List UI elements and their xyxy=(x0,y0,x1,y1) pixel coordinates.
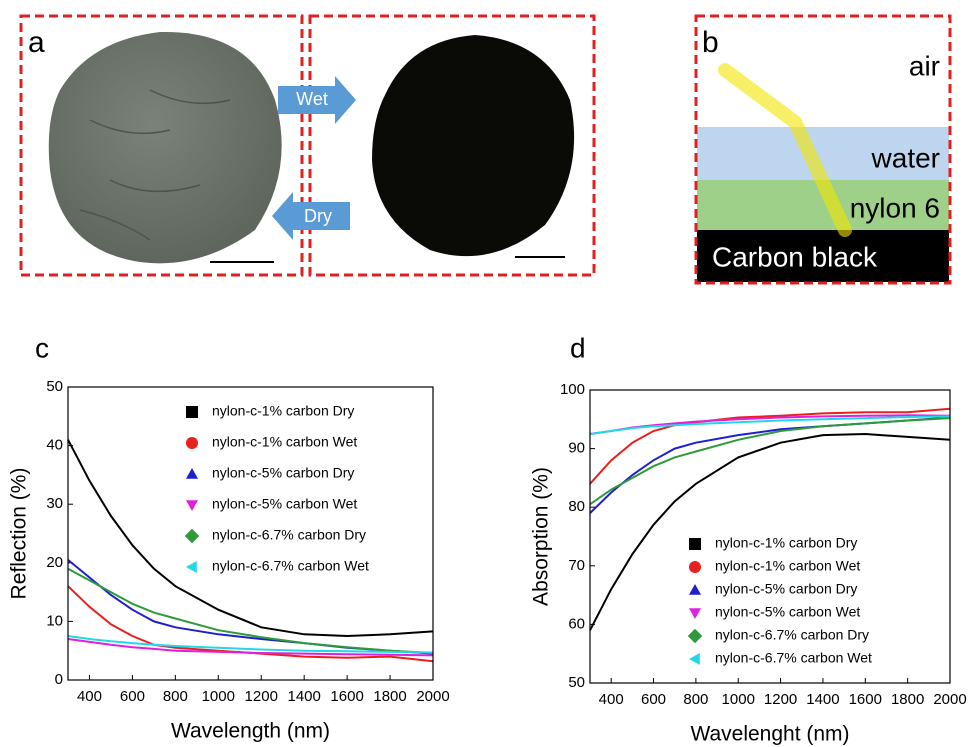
legend-label: nylon-c-1% carbon Wet xyxy=(715,558,860,574)
x-tick-label: 1400 xyxy=(806,691,839,708)
panel-label: b xyxy=(702,26,719,59)
x-tick-label: 1600 xyxy=(849,691,882,708)
layer-label: nylon 6 xyxy=(850,192,940,223)
x-tick-label: 2000 xyxy=(933,691,966,708)
data-line xyxy=(590,434,950,630)
legend-label: nylon-c-1% carbon Dry xyxy=(715,535,857,551)
data-line xyxy=(590,418,950,514)
legend-label: nylon-c-5% carbon Wet xyxy=(715,604,860,620)
y-tick-label: 90 xyxy=(568,440,585,457)
legend-marker xyxy=(689,584,701,595)
legend-marker xyxy=(185,529,199,543)
legend-label: nylon-c-5% carbon Wet xyxy=(212,496,357,512)
x-tick-label: 1400 xyxy=(287,688,320,705)
legend-marker xyxy=(186,500,198,511)
legend-label: nylon-c-6.7% carbon Wet xyxy=(715,650,872,666)
x-tick-label: 400 xyxy=(77,688,102,705)
y-tick-label: 60 xyxy=(568,615,585,632)
x-tick-label: 600 xyxy=(641,691,666,708)
legend-marker xyxy=(186,437,198,449)
panel-a: a Wet Dry xyxy=(21,16,594,275)
x-tick-label: 1200 xyxy=(245,688,278,705)
x-tick-label: 1200 xyxy=(764,691,797,708)
y-tick-label: 20 xyxy=(46,554,63,571)
y-tick-label: 40 xyxy=(46,437,63,454)
x-tick-label: 800 xyxy=(163,688,188,705)
legend-label: nylon-c-1% carbon Wet xyxy=(212,434,357,450)
legend-marker xyxy=(688,629,702,643)
x-tick-label: 1000 xyxy=(722,691,755,708)
layer-label: water xyxy=(871,142,940,173)
legend-marker xyxy=(689,538,701,550)
y-tick-label: 0 xyxy=(55,671,63,688)
legend-marker xyxy=(186,561,197,573)
y-axis-label: Reflection (%) xyxy=(8,468,31,600)
x-tick-label: 1000 xyxy=(202,688,235,705)
panel-label: a xyxy=(28,26,45,59)
legend-marker xyxy=(186,468,198,479)
legend-label: nylon-c-6.7% carbon Dry xyxy=(715,627,869,643)
y-tick-label: 30 xyxy=(46,495,63,512)
panel-b: b air water nylon 6 Carbon black xyxy=(696,16,950,283)
layer-label: air xyxy=(909,50,940,81)
y-tick-label: 70 xyxy=(568,557,585,574)
data-line xyxy=(68,569,433,653)
x-tick-label: 1800 xyxy=(373,688,406,705)
x-tick-label: 400 xyxy=(599,691,624,708)
legend-marker xyxy=(689,608,701,619)
legend-label: nylon-c-6.7% carbon Wet xyxy=(212,558,369,574)
legend-marker xyxy=(186,406,198,418)
legend-marker xyxy=(689,653,700,665)
x-tick-label: 600 xyxy=(120,688,145,705)
x-tick-label: 1600 xyxy=(330,688,363,705)
y-axis-label: Absorption (%) xyxy=(530,467,553,606)
x-tick-label: 2000 xyxy=(416,688,449,705)
legend-label: nylon-c-1% carbon Dry xyxy=(212,403,354,419)
x-axis-label: Wavelength (nm) xyxy=(171,720,330,743)
x-tick-label: 1800 xyxy=(891,691,924,708)
chart: c 0 10 20 30 40 50 400 600 800 1000 1200 1400 1600 180… xyxy=(8,332,450,742)
y-tick-label: 10 xyxy=(46,612,63,629)
figure: a Wet Dry b air water nylon 6 Carbon bla… xyxy=(0,0,974,747)
wet-sample-photo xyxy=(372,35,574,256)
legend-label: nylon-c-5% carbon Dry xyxy=(212,465,354,481)
x-tick-label: 800 xyxy=(683,691,708,708)
panel-label: c xyxy=(35,332,49,363)
arrow-label: Dry xyxy=(304,206,332,226)
panel-label: d xyxy=(570,332,586,363)
legend-label: nylon-c-6.7% carbon Dry xyxy=(212,527,366,543)
y-tick-label: 50 xyxy=(568,674,585,691)
y-tick-label: 80 xyxy=(568,498,585,515)
data-line xyxy=(68,560,433,654)
legend-label: nylon-c-5% carbon Dry xyxy=(715,581,857,597)
y-tick-label: 100 xyxy=(560,381,585,398)
legend-marker xyxy=(689,561,701,573)
dry-sample-photo xyxy=(49,32,282,263)
x-axis-label: Wavelenght (nm) xyxy=(690,723,849,746)
chart: d 50 60 70 80 90 100 400 600 800 1000 1200 1400 1600 1… xyxy=(530,332,967,745)
layer-label: Carbon black xyxy=(712,241,878,272)
y-tick-label: 50 xyxy=(46,378,63,395)
arrow-label: Wet xyxy=(296,89,328,109)
